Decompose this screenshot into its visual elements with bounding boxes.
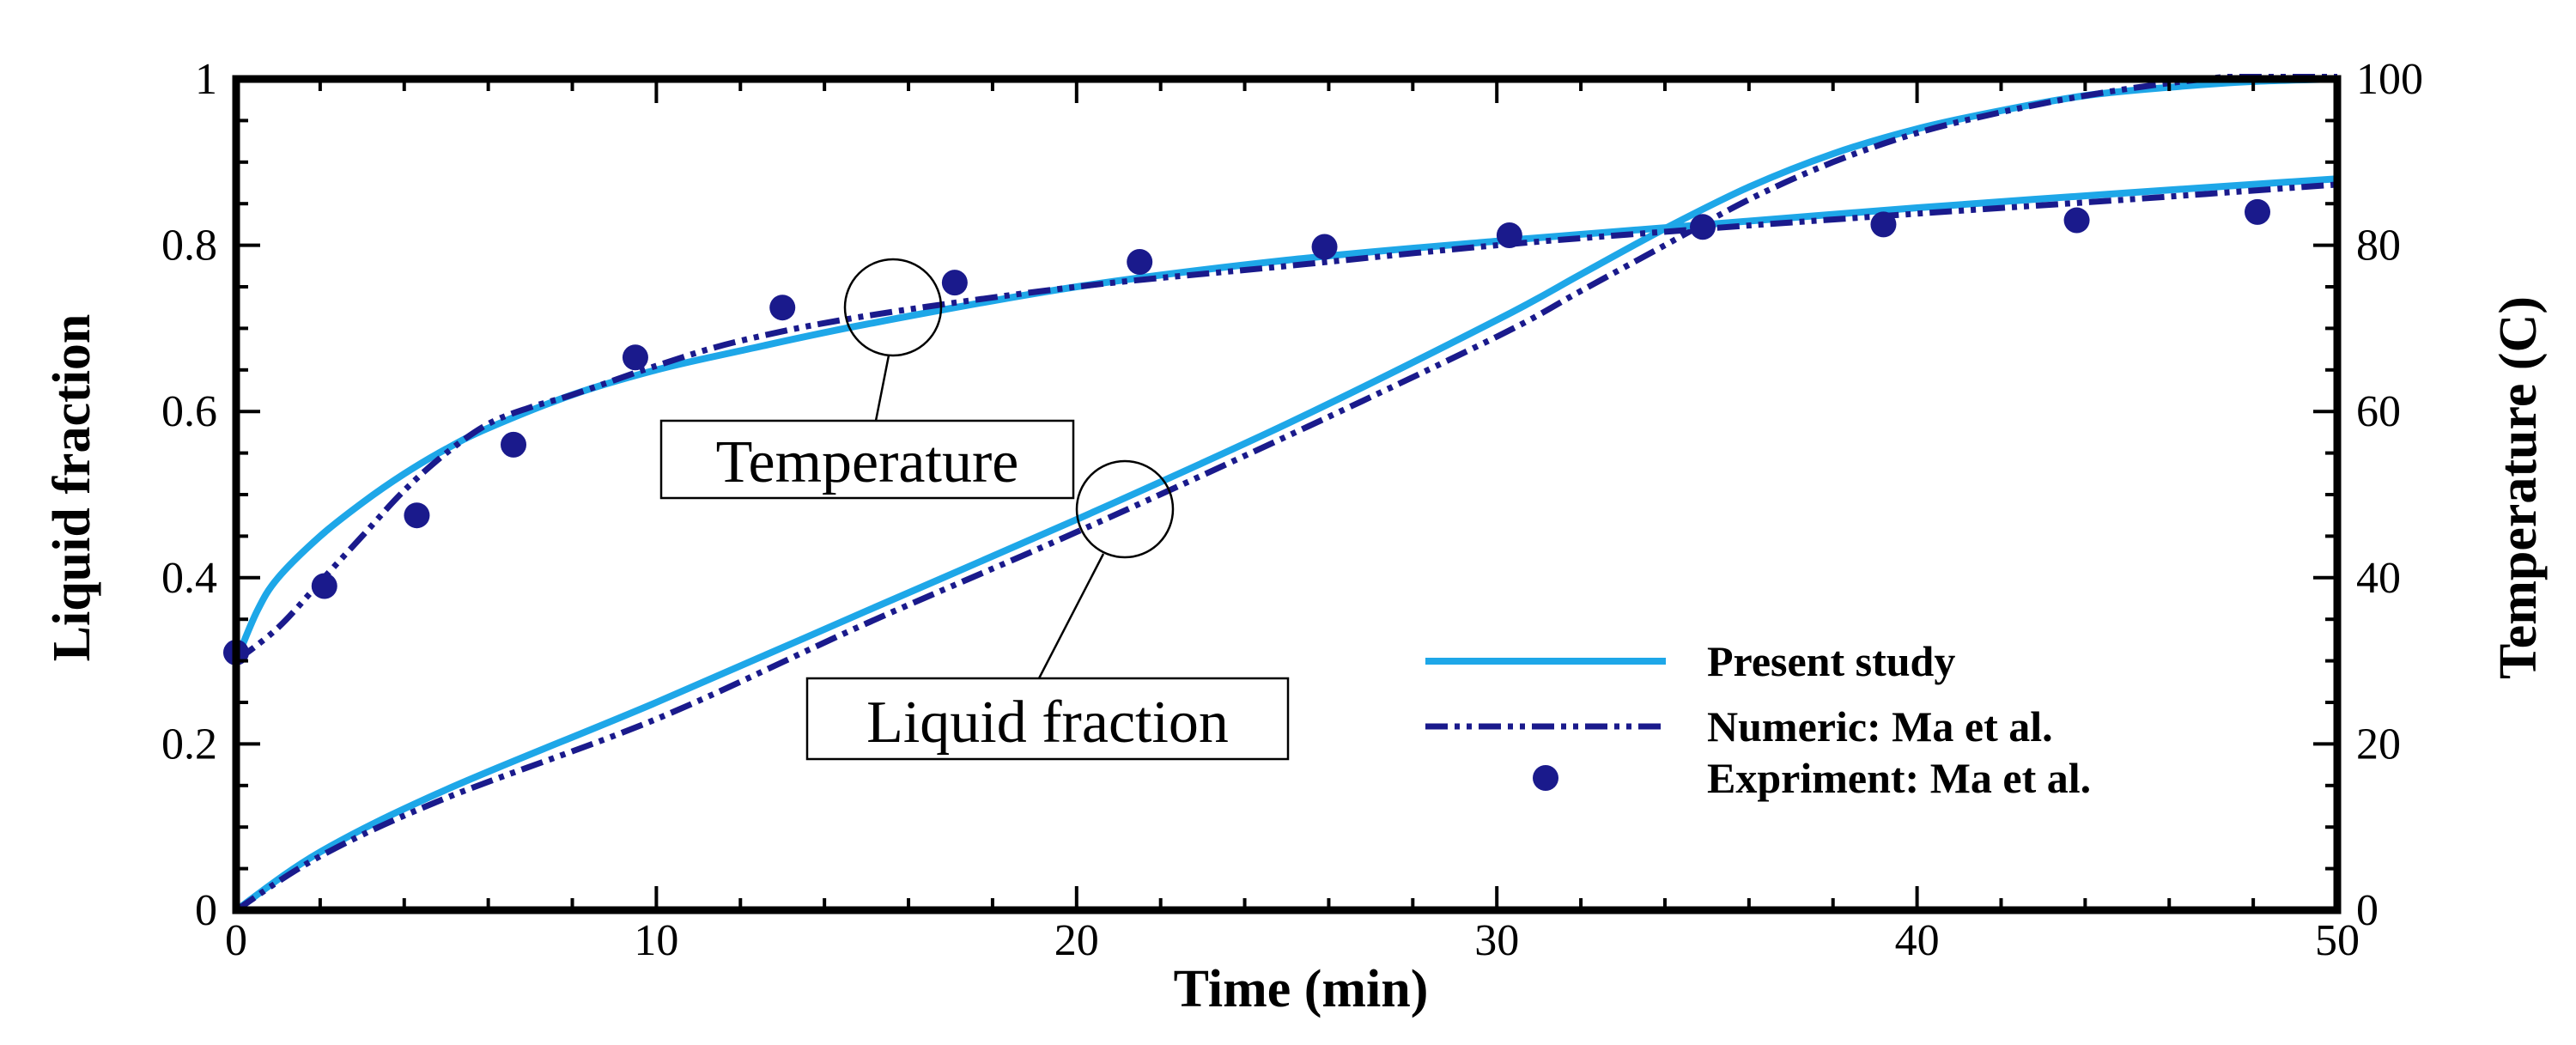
x-tick-label: 10 — [634, 916, 678, 965]
experiment-temperature-point — [404, 502, 430, 529]
legend-numeric-label: Numeric: Ma et al. — [1707, 702, 2053, 750]
numeric-liquid-fraction-line — [236, 74, 2337, 910]
y-tick-label: 0.4 — [161, 554, 217, 603]
liquid-fraction-callout-label: Liquid fraction — [866, 690, 1229, 756]
y-tick-label: 1 — [195, 55, 217, 104]
x-tick-label: 50 — [2315, 916, 2360, 965]
x-tick-label: 30 — [1474, 916, 1519, 965]
series-group — [236, 74, 2337, 910]
numeric-temperature-line — [236, 181, 2337, 664]
experiment-temperature-point — [1496, 222, 1522, 248]
x-tick-label: 40 — [1895, 916, 1940, 965]
experiment-temperature-point — [622, 344, 648, 371]
y-axis-title: Liquid fraction — [43, 314, 101, 662]
y2-tick-label: 20 — [2356, 720, 2401, 769]
y2-tick-label: 0 — [2356, 886, 2379, 935]
temperature-callout-box — [659, 419, 1075, 500]
liquid-fraction-callout-box — [805, 677, 1290, 761]
y2-tick-label: 40 — [2356, 554, 2401, 603]
temperature-callout-circle — [843, 258, 943, 357]
experiment-temperature-point — [2245, 198, 2271, 225]
experiment-temperature-point — [1127, 248, 1153, 275]
experiment-temperature-point — [501, 431, 527, 458]
x-tick-label: 0 — [225, 916, 247, 965]
y-tick-label: 0 — [195, 886, 217, 935]
legend-present-label: Present study — [1707, 637, 1955, 685]
experiment-temperature-point — [1870, 211, 1897, 238]
experiment-temperature-point — [1690, 214, 1716, 240]
x-axis-title: Time (min) — [1174, 960, 1429, 1018]
experiment-temperature-point — [941, 270, 968, 296]
legend: Present study Numeric: Ma et al. Exprime… — [1425, 637, 2091, 802]
present-temperature-line — [236, 175, 2337, 665]
liquid-fraction-callout-circle — [1075, 459, 1175, 559]
x-tick-label: 20 — [1054, 916, 1099, 965]
legend-experiment-label: Expriment: Ma et al. — [1707, 754, 2091, 802]
y2-tick-label: 60 — [2356, 387, 2401, 436]
liquid-fraction-callout-leader — [1037, 553, 1105, 679]
y-tick-label: 0.2 — [161, 720, 217, 769]
y2-tick-label: 80 — [2356, 222, 2401, 270]
y2-axis-title: Temperature (C) — [2489, 296, 2548, 679]
temperature-callout-label: Temperature — [716, 429, 1019, 495]
experiment-temperature-point — [2063, 207, 2090, 234]
y-tick-label: 0.8 — [161, 222, 217, 270]
callouts-layer: Temperature Liquid fraction — [659, 258, 1290, 761]
experiment-temperature-point — [1311, 234, 1338, 260]
y-tick-label: 0.6 — [161, 387, 217, 436]
experiment-temperature-point — [311, 573, 337, 599]
y2-tick-label: 100 — [2356, 55, 2423, 104]
temperature-callout-leader — [874, 355, 890, 422]
series-layer — [223, 74, 2337, 910]
ticks-layer — [234, 77, 2339, 912]
legend-experiment-marker — [1533, 765, 1558, 791]
experiment-temperature-point — [769, 295, 796, 321]
